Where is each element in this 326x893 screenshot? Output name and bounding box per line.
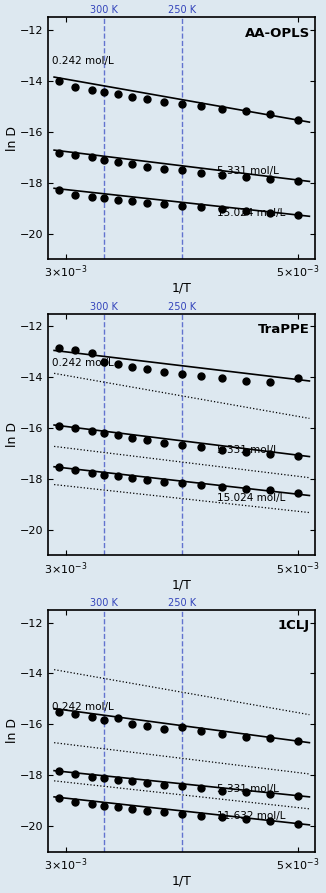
Text: 1CLJ: 1CLJ: [278, 620, 310, 632]
Text: 250 K: 250 K: [168, 597, 196, 608]
Text: 0.242 mol/L: 0.242 mol/L: [52, 55, 113, 65]
Text: 5.331 mol/L: 5.331 mol/L: [216, 166, 278, 176]
Y-axis label: ln D: ln D: [6, 126, 19, 151]
Text: TraPPE: TraPPE: [258, 323, 310, 336]
Y-axis label: ln D: ln D: [6, 421, 19, 446]
Text: 11.632 mol/L: 11.632 mol/L: [216, 811, 285, 821]
Text: 300 K: 300 K: [90, 5, 118, 15]
Text: AA-OPLS: AA-OPLS: [244, 27, 310, 40]
Y-axis label: ln D: ln D: [6, 718, 19, 743]
Text: 300 K: 300 K: [90, 302, 118, 312]
Text: 15.024 mol/L: 15.024 mol/L: [216, 208, 285, 218]
Text: 15.024 mol/L: 15.024 mol/L: [216, 493, 285, 503]
Text: 0.242 mol/L: 0.242 mol/L: [52, 358, 113, 368]
Text: 250 K: 250 K: [168, 5, 196, 15]
Text: 5.331 mol/L: 5.331 mol/L: [216, 445, 278, 455]
Text: 5.331 mol/L: 5.331 mol/L: [216, 784, 278, 794]
X-axis label: 1/T: 1/T: [172, 874, 192, 888]
Text: 300 K: 300 K: [90, 597, 118, 608]
Text: 250 K: 250 K: [168, 302, 196, 312]
Text: 0.242 mol/L: 0.242 mol/L: [52, 702, 113, 712]
X-axis label: 1/T: 1/T: [172, 578, 192, 591]
X-axis label: 1/T: 1/T: [172, 282, 192, 295]
